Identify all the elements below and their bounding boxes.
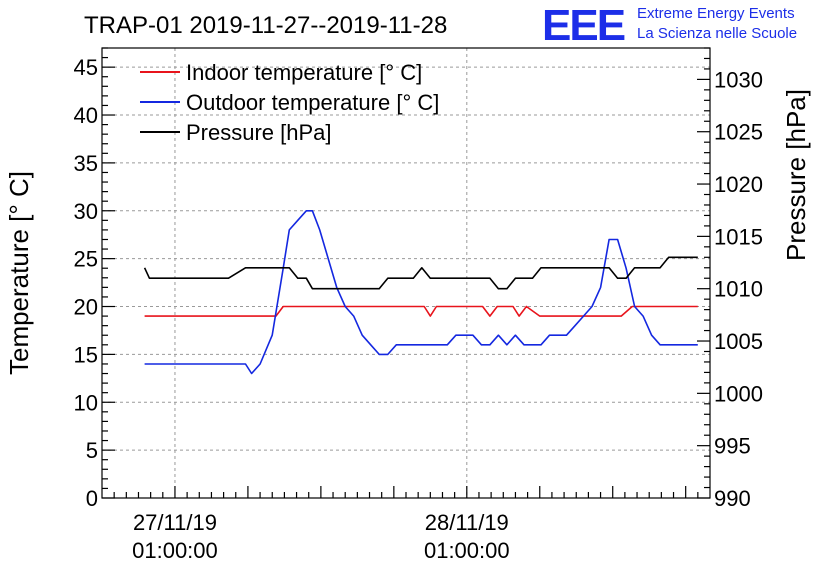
y2-tick-label: 1005	[714, 329, 763, 354]
eee-logo-mark: EEE	[542, 1, 625, 50]
y-tick-label: 45	[74, 55, 98, 80]
gridlines	[102, 48, 710, 498]
x-tick-label-time: 01:00:00	[424, 538, 510, 563]
y-tick-label: 15	[74, 342, 98, 367]
pressure-line	[143, 256, 698, 290]
y-tick-label: 25	[74, 247, 98, 272]
logo-line-2: La Scienza nelle Scuole	[637, 25, 797, 42]
legend-label-outdoor: Outdoor temperature [° C]	[186, 90, 439, 115]
x-tick-label-time: 01:00:00	[132, 538, 218, 563]
y-tick-label: 40	[74, 103, 98, 128]
x-tick-label-date: 27/11/19	[133, 510, 217, 535]
y-tick-label: 30	[74, 199, 98, 224]
y-tick-label: 0	[86, 486, 98, 511]
outdoor-temperature-line	[144, 210, 698, 375]
y2-tick-label: 1030	[714, 67, 763, 92]
x-axis: 27/11/19 01:00:00 28/11/19 01:00:00	[113, 486, 699, 563]
y2-axis-label: Pressure [hPa]	[781, 89, 811, 261]
logo-line-1: Extreme Energy Events	[637, 5, 795, 22]
y2-tick-label: 990	[714, 486, 751, 511]
legend-label-pressure: Pressure [hPa]	[186, 120, 332, 145]
y2-tick-label: 1010	[714, 277, 763, 302]
x-tick-label-date: 28/11/19	[425, 510, 509, 535]
y2-tick-label: 1000	[714, 381, 763, 406]
y-axis-label: Temperature [° C]	[4, 171, 34, 375]
y2-tick-label: 1025	[714, 120, 763, 145]
legend-label-indoor: Indoor temperature [° C]	[186, 60, 422, 85]
y-tick-label: 5	[86, 438, 98, 463]
left-axis: 0 5 10 15 20 25 30 35 40 45	[74, 47, 115, 511]
series-layer	[143, 210, 698, 375]
indoor-temperature-line	[144, 305, 698, 317]
y2-tick-label: 1015	[714, 224, 763, 249]
chart-title: TRAP-01 2019-11-27--2019-11-28	[84, 12, 447, 39]
y-tick-label: 20	[74, 295, 98, 320]
y-tick-label: 10	[74, 390, 98, 415]
right-axis: 990 995 1000 1005 1010 1015 1020 1025 1030	[697, 47, 763, 511]
y-tick-label: 35	[74, 151, 98, 176]
legend: Indoor temperature [° C] Outdoor tempera…	[140, 60, 439, 145]
y2-tick-label: 1020	[714, 172, 763, 197]
y2-tick-label: 995	[714, 434, 751, 459]
